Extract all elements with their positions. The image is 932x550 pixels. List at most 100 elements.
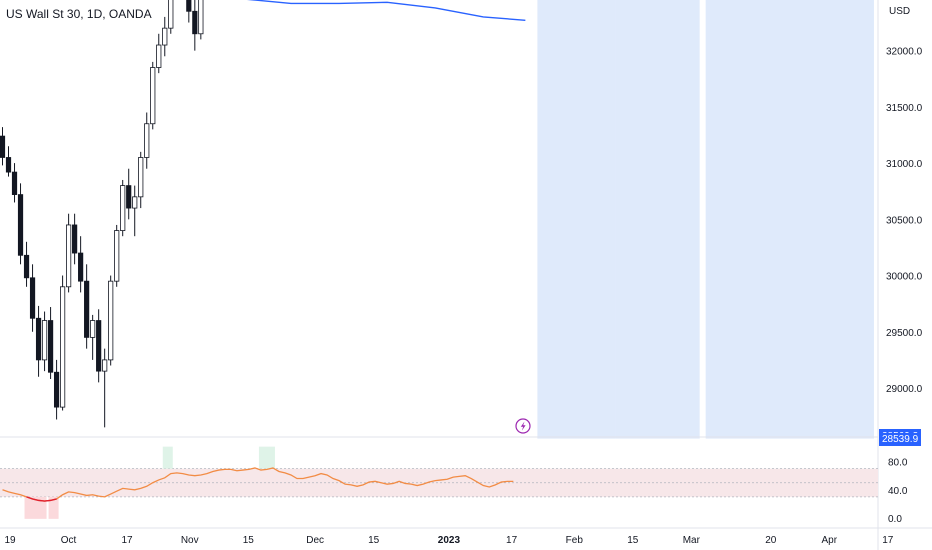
candle-body: [162, 27, 168, 46]
candle-body: [78, 252, 84, 282]
candle: [144, 112, 150, 169]
x-tick-label: Feb: [566, 535, 584, 546]
candle-body: [102, 359, 108, 372]
candle: [126, 168, 132, 220]
x-tick-label: 15: [243, 535, 255, 546]
candle: [108, 275, 114, 366]
candle: [132, 185, 138, 237]
rsi-overbought-zone: [258, 446, 275, 469]
candle: [138, 151, 144, 209]
x-tick-label: 20: [765, 535, 777, 546]
moving-average: [246, 0, 526, 21]
candles: [0, 0, 358, 428]
candle-body: [120, 185, 126, 231]
candle-body: [108, 280, 114, 361]
candle-body: [66, 224, 72, 288]
ma-line: [246, 0, 526, 21]
rsi-band: [0, 468, 878, 497]
x-tick-label: Oct: [61, 535, 77, 546]
rsi-oversold-zone: [24, 496, 47, 519]
rsi-overbought-zone: [162, 446, 173, 469]
candle-body: [84, 280, 90, 338]
chart-title: US Wall St 30, 1D, OANDA: [6, 7, 152, 21]
candle: [47, 307, 54, 380]
box-target-0: [537, 0, 616, 439]
candle-body: [150, 67, 156, 125]
candle: [114, 224, 120, 287]
candle-body: [90, 320, 96, 338]
x-tick-label: 17: [121, 535, 133, 546]
candle: [156, 33, 162, 74]
candle-body: [186, 0, 192, 12]
y-tick-label: 30000.0: [886, 272, 923, 283]
y-tick-label: 31500.0: [886, 103, 923, 114]
candle-body: [126, 185, 132, 209]
candle: [41, 311, 48, 372]
candle-body: [72, 224, 78, 254]
x-tick-label: Nov: [181, 535, 199, 546]
x-tick-label: 17: [506, 535, 518, 546]
currency-label: USD: [889, 6, 911, 17]
x-tick-label: 15: [627, 535, 639, 546]
candle-body: [96, 320, 102, 372]
y-tick-label: 30500.0: [886, 215, 923, 226]
candle-body: [192, 10, 198, 35]
candle-body: [144, 123, 150, 158]
position-boxes: [537, 0, 874, 439]
time-axis[interactable]: 19 Oct 17 Nov 15 Dec 15 2023 17 Feb 15 Mar 20 Apr 17: [0, 527, 932, 546]
y-tick-label: 31000.0: [886, 159, 923, 170]
candle-body: [53, 371, 60, 408]
candle: [78, 236, 84, 293]
rsi-pane: 0.0 40.0 80.0: [0, 446, 908, 525]
candle: [23, 241, 30, 287]
rsi-oversold-zone: [48, 496, 59, 519]
candle: [192, 0, 198, 51]
candle: [150, 61, 156, 130]
candle: [198, 0, 204, 40]
y-tick-label: 32500.0: [886, 0, 923, 1]
candle-body: [60, 286, 66, 408]
candle: [17, 183, 24, 265]
candle-body: [198, 0, 204, 35]
x-tick-label: 19: [4, 535, 16, 546]
candle: [120, 179, 126, 237]
flash-icon[interactable]: [515, 418, 531, 434]
candle: [72, 213, 78, 265]
candle: [53, 359, 60, 420]
candle-body: [156, 44, 162, 68]
y-tick-label: 29500.0: [886, 328, 923, 339]
rsi-tick-label: 40.0: [888, 486, 908, 497]
candle-body: [35, 317, 42, 361]
candle-body: [41, 320, 48, 361]
candle-body: [114, 230, 120, 282]
rsi-line: [2, 467, 514, 502]
candle-body: [5, 157, 12, 173]
price-label: 28539.9: [879, 433, 922, 447]
candle: [66, 213, 72, 293]
candle: [96, 309, 102, 383]
x-tick-label: Apr: [821, 535, 837, 546]
candle: [90, 314, 96, 360]
x-tick-label: Mar: [683, 535, 701, 546]
candle-body: [47, 320, 54, 373]
y-tick-label: 32000.0: [886, 47, 923, 58]
candle: [84, 264, 90, 349]
candle-body: [0, 135, 6, 158]
candle: [0, 127, 6, 166]
candle: [162, 16, 168, 57]
candle-body: [168, 0, 174, 29]
rsi-tick-label: 80.0: [888, 458, 908, 469]
x-tick-label: Dec: [306, 535, 324, 546]
candle: [11, 163, 18, 203]
x-tick-label: 17: [882, 535, 894, 546]
candle: [35, 305, 42, 377]
candle: [5, 146, 12, 177]
rsi-oversold-segment: [26, 496, 57, 502]
candle-body: [138, 157, 144, 198]
box-target-4: [705, 0, 874, 439]
candle: [186, 0, 192, 23]
candle-body: [23, 254, 30, 279]
y-tick-label: 29000.0: [886, 384, 923, 395]
